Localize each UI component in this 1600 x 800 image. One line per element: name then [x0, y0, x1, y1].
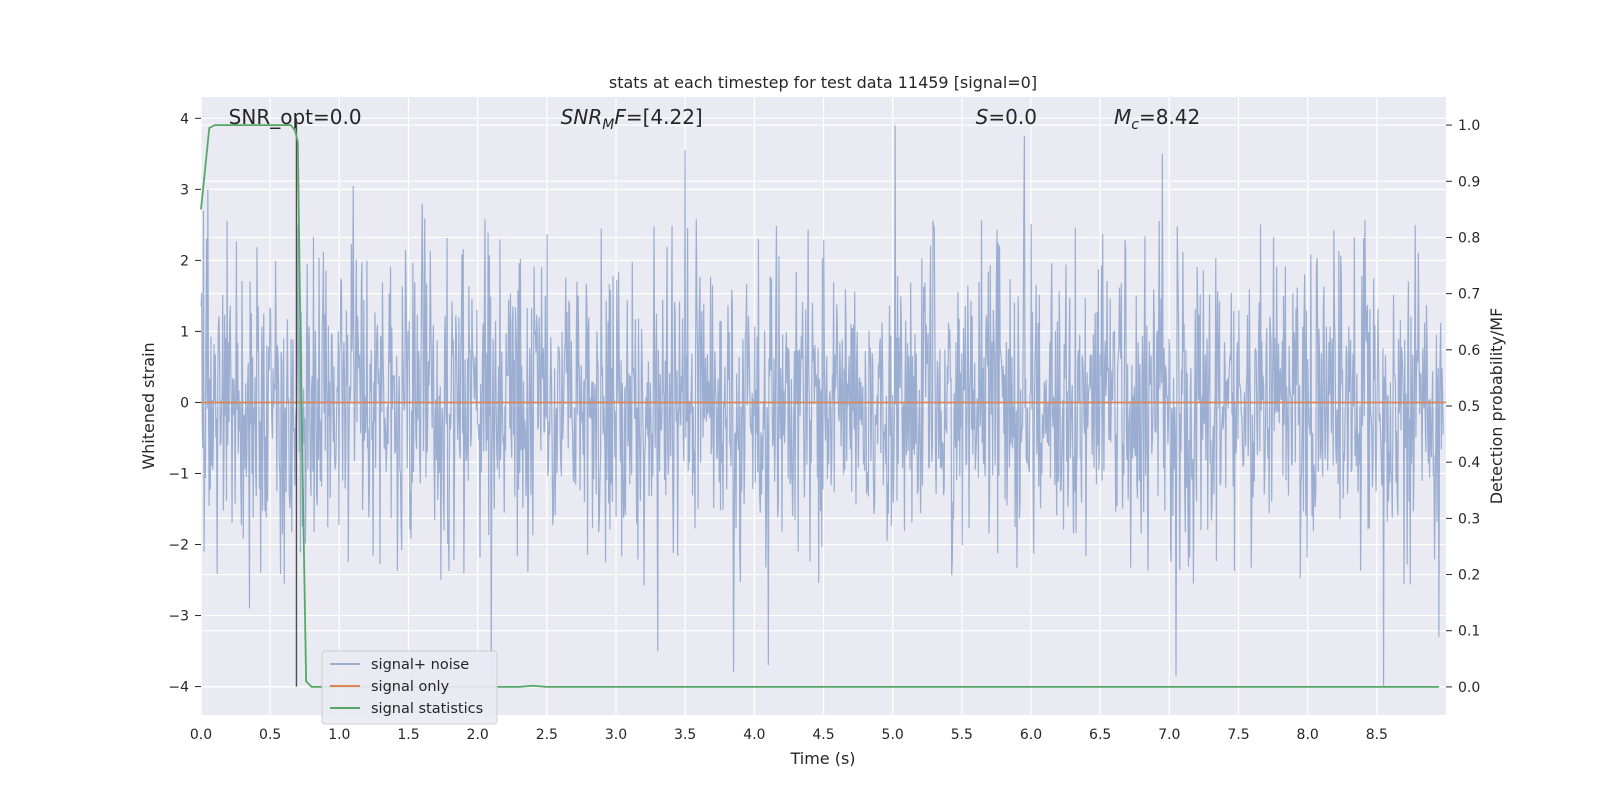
y-right-tick-label: 0.7: [1458, 287, 1480, 303]
y-right-tick-label: 0.1: [1458, 624, 1480, 640]
annotation-value: =0.0: [988, 105, 1037, 129]
x-tick-label: 7.5: [1227, 727, 1249, 743]
x-tick-label: 1.5: [397, 727, 419, 743]
legend-label-signal-statistics: signal statistics: [371, 701, 483, 717]
x-tick-label: 5.0: [882, 727, 904, 743]
y-left-tick-label: −4: [168, 680, 189, 696]
annotations: SNR_opt=0.0 SNRMF=[4.22] S=0.0 Mc=8.42: [229, 105, 1201, 133]
series-signal-statistics: [200, 124, 1440, 688]
y-left-tick-label: 3: [180, 182, 189, 198]
right-tick-labels: 0.0 0.1 0.2 0.3 0.4 0.5 0.6 0.7 0.8 0.9 1.0: [1446, 118, 1480, 696]
y-left-tick-label: −3: [168, 609, 189, 625]
annotation-part: M: [1114, 105, 1131, 129]
x-tick-label: 8.5: [1366, 727, 1388, 743]
legend-label-signal-noise: signal+ noise: [371, 657, 469, 673]
annotation-part: S: [976, 105, 989, 129]
y-axis-label-right: Detection probability/MF: [1487, 308, 1506, 505]
annotation-subscript: c: [1131, 117, 1139, 133]
x-tick-label: 6.5: [1089, 727, 1111, 743]
legend-label-signal-only: signal only: [371, 679, 450, 695]
left-tick-labels: −4 −3 −2 −1 0 1 2 3 4: [168, 111, 201, 696]
annotation-value: =8.42: [1139, 105, 1200, 129]
y-right-tick-label: 1.0: [1458, 118, 1480, 134]
x-tick-label: 3.0: [605, 727, 627, 743]
annotation-subscript: M: [602, 117, 614, 133]
x-tick-label: 0.0: [190, 727, 212, 743]
y-right-tick-label: 0.9: [1458, 174, 1480, 190]
annotation-snr-mf: SNRMF=[4.22]: [561, 105, 703, 133]
annotation-part: F: [614, 105, 626, 129]
annotation-value: =[4.22]: [626, 105, 703, 129]
annotation-mc: Mc=8.42: [1114, 105, 1200, 133]
x-tick-labels: 0.0 0.5 1.0 1.5 2.0 2.5 3.0 3.5 4.0 4.5 5.0 5.5 6.0 6…: [190, 727, 1388, 743]
x-tick-label: 8.0: [1297, 727, 1319, 743]
legend-box: [321, 650, 498, 725]
x-tick-label: 2.0: [467, 727, 489, 743]
annotation-s-stat: S=0.0: [976, 105, 1037, 129]
y-left-tick-label: −1: [168, 466, 189, 482]
x-tick-label: 0.5: [259, 727, 281, 743]
x-axis-label: Time (s): [789, 749, 855, 768]
y-right-tick-label: 0.8: [1458, 230, 1480, 246]
x-tick-label: 1.0: [328, 727, 350, 743]
annotation-snr-opt: SNR_opt=0.0: [229, 105, 362, 129]
y-right-tick-label: 0.2: [1458, 568, 1480, 584]
x-tick-label: 3.5: [674, 727, 696, 743]
y-left-tick-label: 2: [180, 253, 189, 269]
y-right-tick-label: 0.5: [1458, 399, 1480, 415]
x-tick-label: 4.0: [743, 727, 765, 743]
y-right-tick-label: 0.3: [1458, 511, 1480, 527]
x-tick-label: 7.0: [1158, 727, 1180, 743]
legend: signal+ noise signal only signal statist…: [321, 650, 498, 725]
x-tick-label: 2.5: [536, 727, 558, 743]
annotation-part: SNR: [561, 105, 603, 129]
y-axis-label-left: Whitened strain: [139, 342, 158, 469]
y-left-tick-label: −2: [168, 538, 189, 554]
y-left-tick-label: 0: [180, 395, 189, 411]
y-right-tick-label: 0.6: [1458, 343, 1480, 359]
x-tick-label: 4.5: [812, 727, 834, 743]
series-line-signal-statistics: [200, 124, 1440, 688]
x-tick-label: 6.0: [1020, 727, 1042, 743]
y-right-tick-label: 0.0: [1458, 680, 1480, 696]
x-tick-label: 5.5: [951, 727, 973, 743]
y-left-tick-label: 4: [180, 111, 189, 127]
chart-title: stats at each timestep for test data 114…: [609, 73, 1037, 92]
y-left-tick-label: 1: [180, 324, 189, 340]
y-right-tick-label: 0.4: [1458, 455, 1480, 471]
